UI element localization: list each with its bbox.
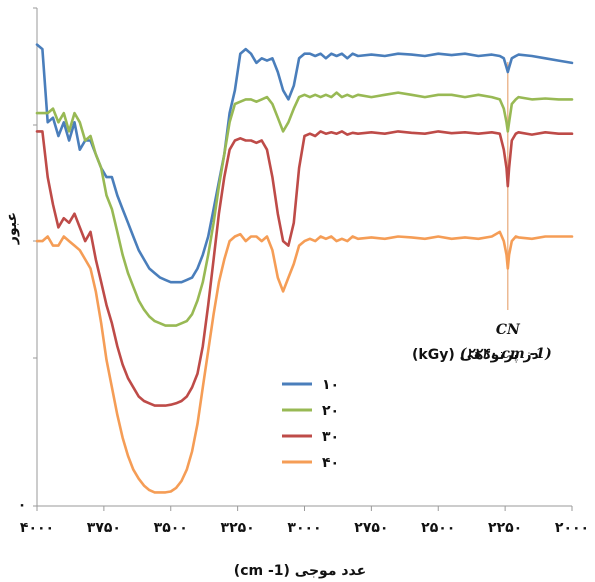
cn-annotation-label: CN	[496, 322, 521, 338]
cn-annotation: CN (۲۲۴۰ cm -1)	[460, 322, 552, 362]
y-axis-label: عبور	[4, 212, 20, 245]
x-tick-label: ۲۷۵۰	[354, 520, 388, 536]
x-axis-ticks	[36, 506, 573, 511]
x-tick-label: ۳۰۰۰	[287, 520, 321, 536]
series-line-1	[35, 43, 574, 284]
series-layer	[35, 43, 574, 494]
plot-area: ۴۰۰۰ ۳۷۵۰ ۳۵۰۰ ۳۲۵۰ ۳۰۰۰ ۲۷۵۰ ۲۵۰۰ ۲۲۵۰ ۲۰۰۰ ۰	[18, 7, 589, 536]
series-line-4	[35, 230, 574, 494]
series-line-3	[35, 130, 574, 407]
legend-title: دز پرتودهی (kGy)	[412, 347, 539, 363]
x-axis-label: عدد موجی (cm -1)	[234, 563, 366, 579]
x-axis-tick-labels: ۴۰۰۰ ۳۷۵۰ ۳۵۰۰ ۳۲۵۰ ۳۰۰۰ ۲۷۵۰ ۲۵۰۰ ۲۲۵۰ ۲۰۰۰	[20, 520, 589, 536]
legend-entries: ۱۰ ۲۰ ۳۰ ۴۰	[282, 377, 339, 471]
legend-label-2: ۲۰	[322, 403, 339, 419]
legend-label-1: ۱۰	[322, 377, 339, 393]
x-tick-label: ۳۲۵۰	[221, 520, 255, 536]
legend: دز پرتودهی (kGy) ۱۰ ۲۰ ۳۰ ۴۰	[282, 347, 539, 471]
x-tick-label: ۳۵۰۰	[154, 520, 188, 536]
x-tick-label: ۲۵۰۰	[421, 520, 455, 536]
legend-label-4: ۴۰	[322, 455, 339, 471]
x-tick-label: ۲۰۰۰	[555, 520, 589, 536]
cn-annotation-wavenumber: (۲۲۴۰ cm -1)	[460, 346, 552, 362]
y-axis-ticks	[33, 7, 37, 507]
y-tick-label: ۰	[18, 497, 27, 513]
x-tick-label: ۴۰۰۰	[20, 520, 54, 536]
x-tick-label: ۲۲۵۰	[488, 520, 522, 536]
series-line-2	[35, 91, 574, 327]
legend-label-3: ۳۰	[322, 429, 339, 445]
x-tick-label: ۳۷۵۰	[87, 520, 121, 536]
